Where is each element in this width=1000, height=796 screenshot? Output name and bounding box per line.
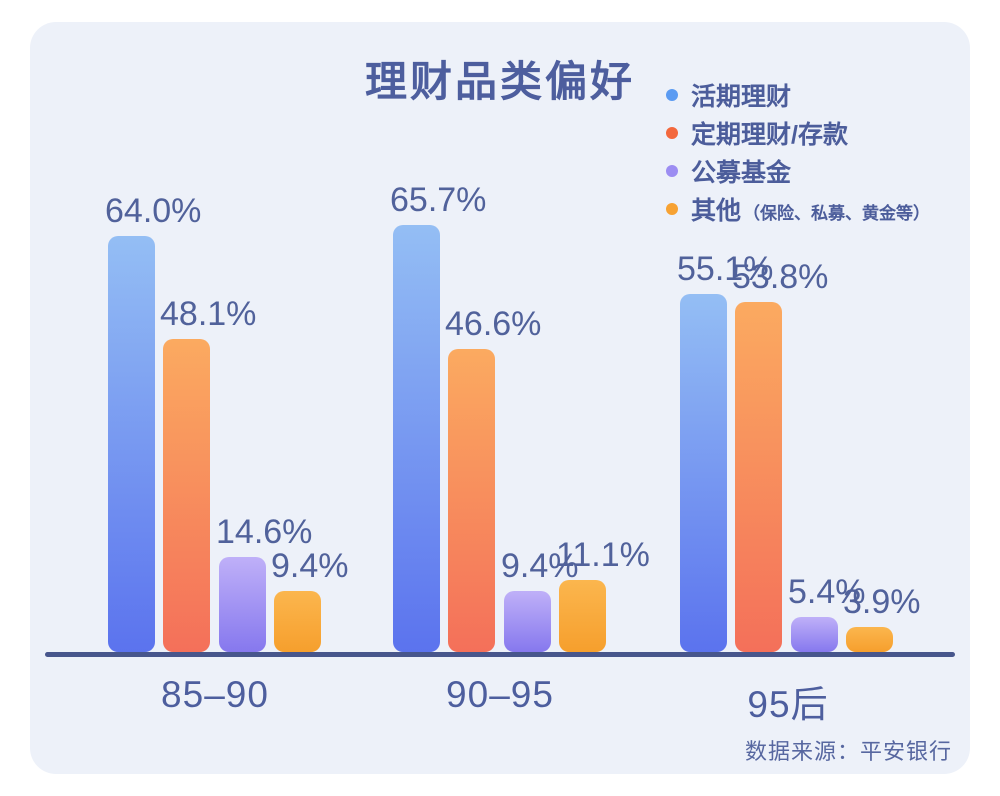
bar-value-label: 9.4% bbox=[271, 547, 349, 585]
legend-dot-icon bbox=[666, 165, 678, 177]
plot-area: 64.0% 48.1% 14.6% 9.4% 85–90 65.7% 46.6% 9.4% 11… bbox=[30, 22, 970, 774]
bar-series2-group1 bbox=[504, 591, 551, 652]
legend-label: 定期理财/存款 bbox=[691, 121, 848, 149]
legend-item-0: 活期理财 bbox=[666, 76, 930, 114]
category-label-1: 90–95 bbox=[446, 674, 554, 715]
bar-value-label: 9.4% bbox=[501, 547, 579, 585]
bar-series0-group2 bbox=[680, 294, 727, 652]
bar-value-label: 14.6% bbox=[216, 513, 313, 551]
legend-label: 公募基金 bbox=[691, 159, 792, 187]
bar-series1-group0 bbox=[163, 339, 210, 652]
bar-series2-group0 bbox=[219, 557, 266, 652]
legend-item-1: 定期理财/存款 bbox=[666, 114, 930, 152]
bar-series3-group0 bbox=[274, 591, 321, 652]
bar-series3-group1 bbox=[559, 580, 606, 652]
bar-value-label: 3.9% bbox=[843, 583, 921, 621]
x-axis-line bbox=[45, 652, 955, 657]
legend-label-note: （保险、私募、黄金等） bbox=[743, 203, 931, 223]
bar-value-label: 55.1% bbox=[677, 250, 774, 288]
bar-series0-group1 bbox=[393, 225, 440, 652]
legend-dot-icon bbox=[666, 203, 678, 215]
bar-value-label: 11.1% bbox=[556, 536, 650, 574]
legend-item-2: 公募基金 bbox=[666, 152, 930, 190]
legend: 活期理财定期理财/存款 公募基金其他 （保险、私募、黄金等） bbox=[666, 76, 930, 228]
category-label-2: 95后 bbox=[747, 684, 829, 725]
legend-label: 活期理财 bbox=[691, 83, 792, 111]
category-label-0: 85–90 bbox=[161, 674, 269, 715]
chart-title: 理财品类偏好 bbox=[364, 58, 635, 105]
chart-panel: 理财品类偏好 活期理财定期理财/存款 公募基金其他 （保险、私募、黄金等） 64.0… bbox=[30, 22, 970, 774]
legend-dot-icon bbox=[666, 89, 678, 101]
bar-series1-group2 bbox=[735, 302, 782, 652]
bar-value-label: 46.6% bbox=[445, 305, 542, 343]
legend-item-3: 其他 （保险、私募、黄金等） bbox=[666, 190, 930, 228]
bar-value-label: 53.8% bbox=[732, 258, 829, 296]
bar-series0-group0 bbox=[108, 236, 155, 652]
bar-series3-group2 bbox=[846, 627, 893, 652]
legend-dot-icon bbox=[666, 127, 678, 139]
legend-label: 其他 bbox=[691, 197, 742, 225]
bar-series2-group2 bbox=[791, 617, 838, 652]
bar-value-label: 5.4% bbox=[788, 573, 866, 611]
bar-value-label: 48.1% bbox=[160, 295, 257, 333]
bar-value-label: 65.7% bbox=[390, 181, 487, 219]
data-source-note: 数据来源：平安银行 bbox=[744, 739, 952, 764]
bar-series1-group1 bbox=[448, 349, 495, 652]
bar-value-label: 64.0% bbox=[105, 192, 202, 230]
